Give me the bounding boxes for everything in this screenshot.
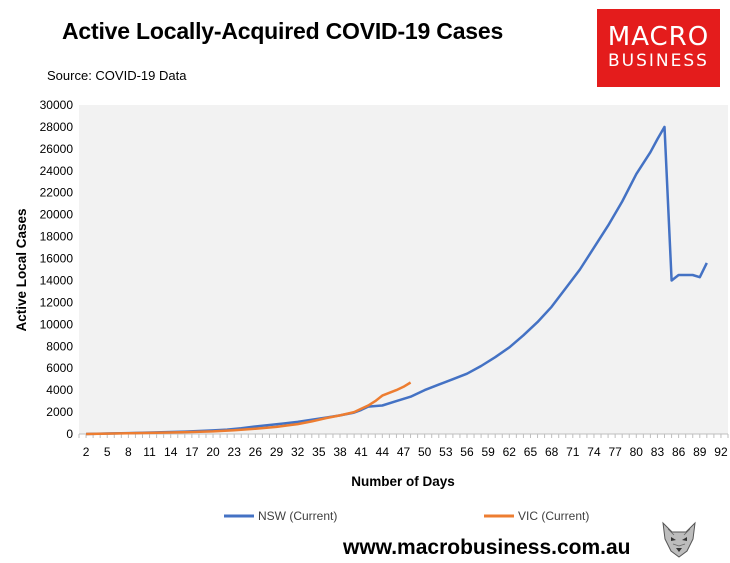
y-tick-label: 30000 [40,98,74,112]
y-tick-label: 10000 [40,317,74,331]
x-axis-title: Number of Days [351,474,455,489]
y-tick-label: 4000 [46,383,73,397]
x-tick-label: 53 [439,445,453,459]
y-axis-ticks: 0 2000 4000 6000 8000 10000 12000 14000 16000 180… [40,98,74,441]
x-tick-label: 44 [376,445,390,459]
y-tick-label: 0 [66,427,73,441]
x-tick-label: 5 [104,445,111,459]
y-tick-label: 14000 [40,273,74,287]
y-axis-title: Active Local Cases [14,208,29,331]
plot-area [79,105,728,434]
y-tick-label: 16000 [40,252,74,266]
x-tick-label: 23 [228,445,242,459]
legend: NSW (Current) VIC (Current) [224,509,589,523]
x-tick-label: 20 [206,445,220,459]
y-tick-label: 28000 [40,120,74,134]
series-lines [86,125,708,436]
x-tick-label: 86 [672,445,686,459]
x-tick-label: 26 [249,445,263,459]
macrobusiness-logo: MACRO BUSINESS [597,9,720,87]
x-tick-label: 71 [566,445,580,459]
x-tick-label: 62 [503,445,517,459]
x-tick-label: 59 [481,445,495,459]
y-tick-label: 6000 [46,361,73,375]
y-tick-label: 8000 [46,339,73,353]
x-tick-label: 80 [630,445,644,459]
line-chart: 0 2000 4000 6000 8000 10000 12000 14000 16000 180… [14,98,729,523]
logo-line-1: MACRO [607,22,710,52]
y-tick-label: 2000 [46,405,73,419]
x-tick-label: 29 [270,445,284,459]
x-tick-label: 8 [125,445,132,459]
x-tick-label: 56 [460,445,474,459]
x-tick-label: 89 [693,445,707,459]
chart-title: Active Locally-Acquired COVID-19 Cases [62,18,504,44]
y-tick-label: 24000 [40,164,74,178]
x-tick-label: 14 [164,445,178,459]
x-tick-label: 68 [545,445,559,459]
x-tick-label: 2 [83,445,90,459]
x-tick-label: 74 [587,445,601,459]
website-url: www.macrobusiness.com.au [343,536,631,559]
fox-logo-icon [659,519,699,559]
y-tick-label: 20000 [40,208,74,222]
y-tick-label: 18000 [40,230,74,244]
x-axis-ticks: 2 5 8 11 14 17 20 23 26 29 32 35 38 41 44 47 50 53 56 59 62 6… [78,434,729,459]
x-tick-label: 11 [143,445,156,459]
x-tick-label: 83 [651,445,665,459]
x-tick-label: 41 [354,445,368,459]
series-line-vic [86,381,412,436]
x-tick-label: 77 [608,445,622,459]
y-tick-label: 26000 [40,142,74,156]
source-note: Source: COVID-19 Data [47,68,187,83]
x-tick-label: 65 [524,445,538,459]
x-tick-label: 17 [185,445,199,459]
x-tick-label: 92 [714,445,728,459]
x-tick-label: 50 [418,445,432,459]
y-tick-label: 22000 [40,186,74,200]
x-tick-label: 35 [312,445,326,459]
logo-line-2: BUSINESS [608,51,709,71]
x-tick-label: 32 [291,445,305,459]
x-tick-label: 47 [397,445,411,459]
legend-label-nsw: NSW (Current) [258,509,337,523]
legend-label-vic: VIC (Current) [518,509,589,523]
y-tick-label: 12000 [40,295,74,309]
x-tick-label: 38 [333,445,347,459]
